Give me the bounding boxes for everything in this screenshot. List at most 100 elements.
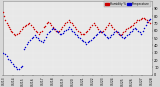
Point	[52, 26, 54, 28]
Point	[130, 30, 133, 31]
Point	[135, 29, 138, 30]
Point	[132, 24, 134, 26]
Point	[33, 29, 35, 30]
Point	[22, 48, 25, 50]
Point	[110, 34, 113, 36]
Point	[102, 33, 105, 34]
Point	[144, 18, 147, 20]
Point	[142, 17, 145, 18]
Point	[19, 30, 21, 31]
Point	[21, 65, 24, 67]
Point	[146, 21, 149, 23]
Point	[121, 36, 124, 37]
Point	[56, 31, 59, 33]
Point	[80, 33, 82, 34]
Point	[12, 63, 14, 64]
Point	[107, 37, 109, 39]
Point	[28, 23, 31, 24]
Point	[41, 42, 44, 43]
Point	[44, 36, 47, 37]
Point	[144, 24, 147, 26]
Point	[118, 33, 120, 34]
Point	[69, 21, 71, 23]
Point	[111, 26, 114, 28]
Point	[120, 34, 123, 35]
Point	[89, 26, 92, 28]
Point	[16, 34, 18, 35]
Point	[76, 34, 78, 36]
Point	[20, 29, 23, 30]
Point	[17, 32, 20, 34]
Point	[71, 30, 73, 31]
Point	[120, 34, 122, 36]
Point	[70, 23, 73, 24]
Point	[84, 42, 86, 43]
Point	[146, 20, 148, 21]
Point	[9, 30, 12, 31]
Point	[147, 21, 150, 23]
Point	[41, 30, 43, 31]
Point	[2, 52, 5, 53]
Point	[88, 29, 90, 30]
Point	[103, 29, 106, 30]
Point	[48, 31, 50, 33]
Point	[141, 30, 144, 31]
Point	[79, 37, 81, 39]
Point	[92, 23, 95, 24]
Point	[106, 24, 109, 26]
Point	[116, 31, 119, 33]
Point	[5, 23, 8, 24]
Point	[82, 40, 84, 42]
Point	[43, 39, 45, 40]
Point	[60, 34, 63, 35]
Point	[72, 24, 75, 26]
Point	[133, 23, 136, 24]
Point	[6, 24, 9, 26]
Point	[75, 29, 78, 30]
Point	[34, 30, 37, 31]
Point	[77, 30, 79, 31]
Point	[84, 31, 87, 33]
Point	[128, 26, 131, 28]
Point	[108, 36, 111, 37]
Point	[57, 31, 59, 33]
Point	[63, 24, 65, 26]
Point	[119, 34, 121, 36]
Point	[72, 31, 75, 33]
Point	[30, 37, 33, 39]
Point	[66, 21, 68, 23]
Point	[11, 31, 14, 33]
Point	[65, 29, 67, 31]
Point	[7, 26, 10, 28]
Point	[123, 37, 125, 39]
Point	[36, 37, 39, 39]
Point	[39, 31, 42, 33]
Point	[74, 33, 77, 34]
Point	[93, 36, 95, 37]
Point	[55, 30, 58, 31]
Point	[124, 36, 127, 37]
Point	[94, 24, 96, 26]
Point	[60, 29, 62, 30]
Point	[81, 34, 84, 35]
Point	[105, 26, 107, 28]
Point	[125, 29, 128, 30]
Point	[96, 26, 98, 28]
Point	[5, 56, 8, 57]
Legend: Humidity %, Temperature: Humidity %, Temperature	[104, 1, 151, 7]
Point	[36, 31, 39, 33]
Point	[102, 30, 104, 31]
Point	[61, 26, 64, 28]
Point	[69, 28, 72, 29]
Point	[14, 34, 17, 36]
Point	[86, 30, 89, 31]
Point	[85, 43, 88, 45]
Point	[143, 27, 145, 29]
Point	[141, 18, 143, 19]
Point	[99, 30, 102, 31]
Point	[33, 34, 36, 36]
Point	[117, 33, 120, 34]
Point	[116, 31, 118, 33]
Point	[149, 23, 151, 24]
Point	[113, 29, 115, 30]
